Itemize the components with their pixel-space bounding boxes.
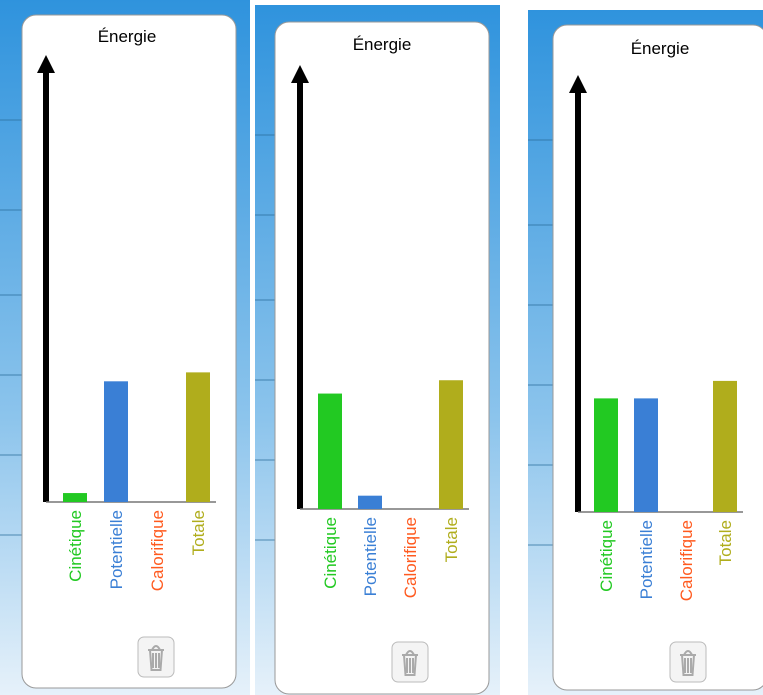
bar (713, 380, 737, 512)
y-axis-arrow (569, 75, 587, 93)
category-label: Totale (716, 520, 735, 565)
bar (439, 380, 463, 509)
energy-panel: Énergie Cinétique Potentielle Calorifique To… (21, 14, 237, 689)
category-label: Calorifique (148, 510, 167, 591)
bar (318, 393, 342, 509)
category-label: Potentielle (361, 517, 380, 596)
category-label: Calorifique (401, 517, 420, 598)
panel (274, 21, 490, 695)
category-label: Totale (189, 510, 208, 555)
energy-panel: Énergie Cinétique Potentielle Calorifique To… (552, 24, 763, 691)
trash-icon[interactable] (402, 650, 418, 676)
trash-button[interactable] (391, 641, 429, 683)
panel-title: Énergie (631, 39, 690, 58)
background-grid (0, 119, 553, 546)
panel (21, 14, 237, 689)
panel-title: Énergie (98, 27, 157, 46)
bar (63, 493, 87, 502)
panel-title: Énergie (353, 35, 412, 54)
trash-icon[interactable] (148, 645, 164, 671)
bar (186, 372, 210, 502)
trash-button[interactable] (137, 636, 175, 678)
category-label: Cinétique (321, 517, 340, 589)
bar (594, 398, 618, 512)
category-label: Cinétique (66, 510, 85, 582)
category-label: Potentielle (637, 520, 656, 599)
panel (552, 24, 763, 691)
category-label: Totale (442, 517, 461, 562)
y-axis-arrow (37, 55, 55, 73)
category-label: Calorifique (677, 520, 696, 601)
panels: Énergie Cinétique Potentielle Calorifique To… (21, 14, 763, 695)
bar (104, 381, 128, 502)
trash-button[interactable] (669, 641, 707, 683)
bar (634, 398, 658, 512)
bar (358, 495, 382, 509)
category-label: Cinétique (597, 520, 616, 592)
energy-panel: Énergie Cinétique Potentielle Calorifique To… (274, 21, 490, 695)
category-label: Potentielle (107, 510, 126, 589)
trash-icon[interactable] (680, 650, 696, 676)
y-axis-arrow (291, 65, 309, 83)
